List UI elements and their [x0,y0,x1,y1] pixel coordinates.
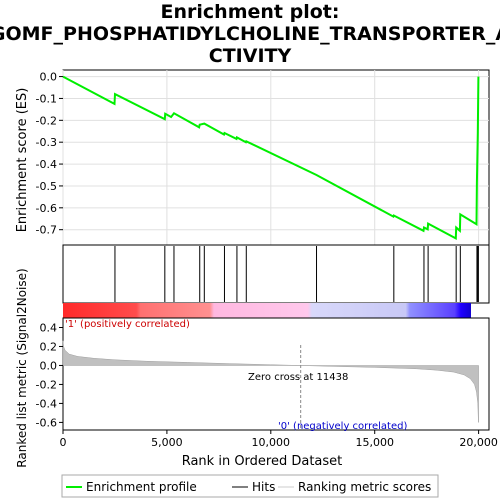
metric-ytick-label: 0.0 [40,359,58,372]
x-tick-label: 10,000 [252,436,291,449]
negative-label: '0' (negatively correlated) [278,421,407,432]
es-gridlines [62,70,489,245]
es-ytick-label: 0.0 [40,71,58,84]
metric-panel-frame [62,317,490,431]
es-panel-frame [62,69,490,246]
es-curve [62,75,480,241]
es-ytick-label: -0.1 [36,92,57,105]
x-ticks: 0 5,000 10,000 15,000 20,000 [60,430,498,449]
metric-ytick-label: -0.6 [36,416,57,429]
x-tick-label: 20,000 [459,436,498,449]
es-ylabel: Enrichment score (ES) [15,88,30,233]
title-line-1: Enrichment plot: [161,1,340,23]
zero-cross-label: Zero cross at 11438 [248,372,348,383]
es-y-ticks: 0.0 -0.1 -0.2 -0.3 -0.4 -0.5 -0.6 -0.7 [36,71,63,237]
metric-ytick-label: -0.2 [36,378,57,391]
metric-ytick-label: 0.4 [40,321,58,334]
metric-y-ticks: 0.4 0.2 0.0 -0.2 -0.4 -0.6 [36,321,63,429]
title-line-3: CTIVITY [209,45,292,67]
x-tick-label: 15,000 [355,436,394,449]
es-ytick-label: -0.2 [36,114,57,127]
legend-es-label: Enrichment profile [86,480,197,494]
x-tick-label: 0 [60,436,67,449]
legend-metric-label: Ranking metric scores [298,480,431,494]
es-ytick-label: -0.6 [36,202,57,215]
es-ytick-label: -0.3 [36,136,57,149]
title-line-2: GOMF_PHOSPHATIDYLCHOLINE_TRANSPORTER_A [0,23,500,45]
x-axis-label: Rank in Ordered Dataset [182,454,343,469]
metric-ytick-label: 0.2 [40,340,58,353]
legend-hits-label: Hits [252,480,275,494]
ranked-heat-bar [63,303,471,318]
hits-panel-frame [62,244,490,304]
x-tick-label: 5,000 [151,436,183,449]
es-ytick-label: -0.5 [36,180,57,193]
metric-ylabel: Ranked list metric (Signal2Noise) [15,268,29,467]
es-ytick-label: -0.7 [36,224,57,237]
legend-box [61,474,439,498]
positive-label: '1' (positively correlated) [65,319,190,330]
metric-area [62,340,479,423]
es-ytick-label: -0.4 [36,158,57,171]
metric-ytick-label: -0.4 [36,397,57,410]
hit-lines [114,246,479,302]
